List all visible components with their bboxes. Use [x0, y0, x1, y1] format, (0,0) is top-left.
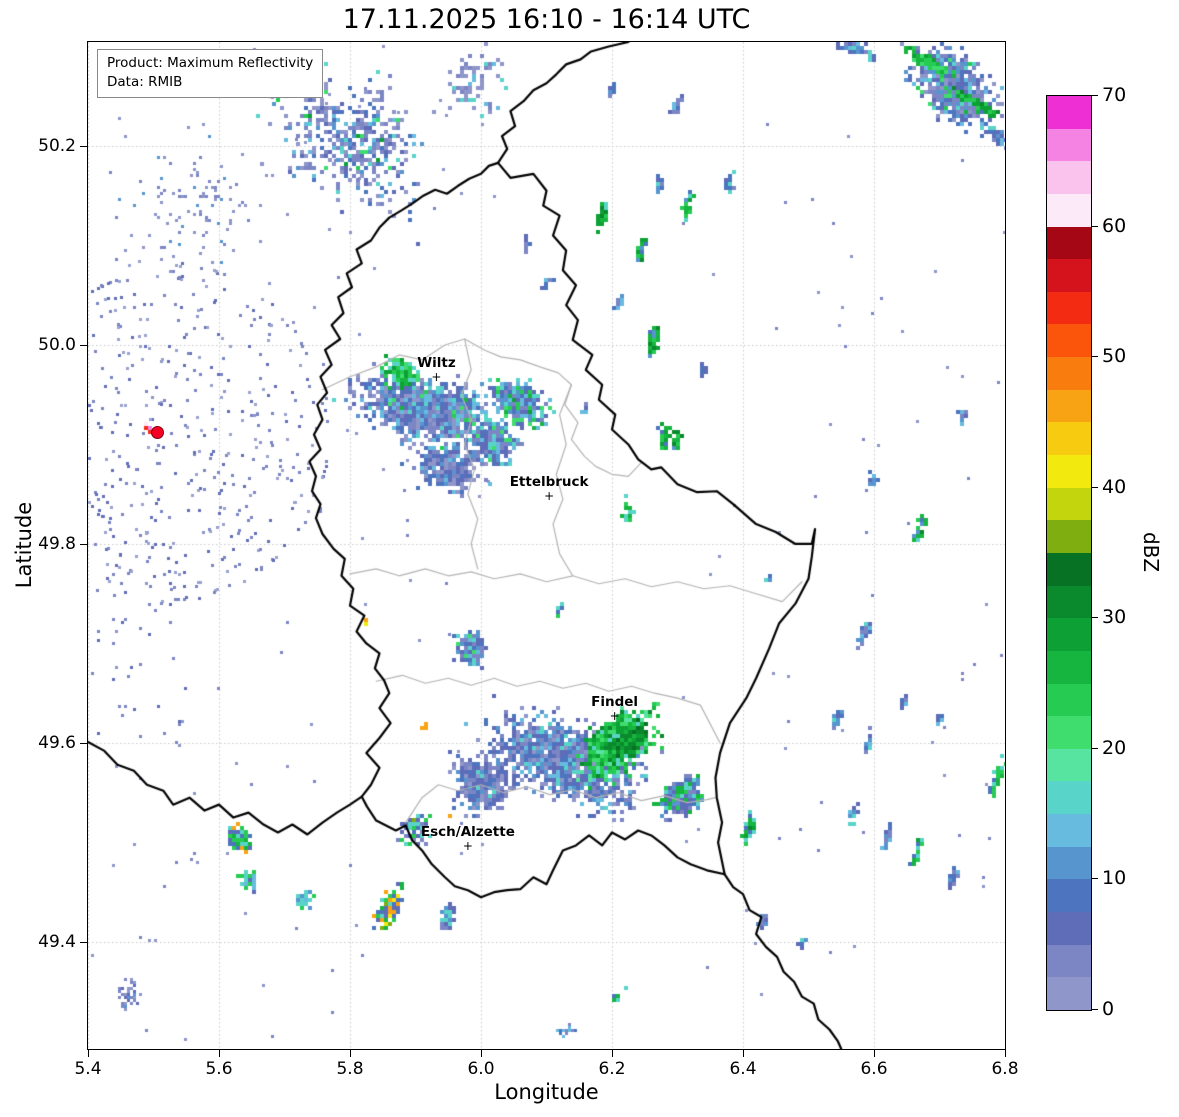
- city-plus-marker: +: [609, 709, 620, 724]
- colorbar-band: [1047, 357, 1091, 390]
- radar-reflectivity-canvas: [88, 42, 1005, 1049]
- x-tick-mark: [1005, 1050, 1006, 1057]
- colorbar-band: [1047, 716, 1091, 749]
- x-tick-label: 6.2: [598, 1059, 626, 1079]
- x-tick-mark: [350, 1050, 351, 1057]
- colorbar-band: [1047, 781, 1091, 815]
- y-tick-label: 50.0: [38, 335, 76, 355]
- map-plot-area: Product: Maximum Reflectivity Data: RMIB…: [87, 41, 1006, 1050]
- city-plus-marker: +: [462, 839, 473, 854]
- x-tick-mark: [612, 1050, 613, 1057]
- city-label: Esch/Alzette: [420, 824, 515, 841]
- city-label: Ettelbruck: [509, 474, 589, 491]
- colorbar-band: [1047, 944, 1091, 978]
- y-tick-mark: [80, 345, 87, 346]
- x-tick-label: 5.4: [74, 1059, 102, 1079]
- radar-site-marker: [150, 425, 164, 439]
- y-tick-mark: [80, 942, 87, 943]
- colorbar-tick-mark: [1092, 748, 1098, 749]
- colorbar-band: [1047, 650, 1091, 684]
- colorbar-tick-label: 60: [1102, 215, 1127, 237]
- x-tick-label: 6.4: [729, 1059, 757, 1079]
- colorbar-tick-mark: [1092, 356, 1098, 357]
- product-info-box: Product: Maximum Reflectivity Data: RMIB: [97, 49, 324, 98]
- colorbar-tick-label: 20: [1102, 737, 1127, 759]
- x-tick-mark: [481, 1050, 482, 1057]
- colorbar-band: [1047, 291, 1091, 325]
- colorbar-band: [1047, 226, 1091, 260]
- x-tick-mark: [743, 1050, 744, 1057]
- colorbar-band: [1047, 487, 1091, 521]
- y-tick-mark: [80, 544, 87, 545]
- colorbar-band: [1047, 259, 1091, 292]
- city-plus-marker: +: [544, 489, 555, 504]
- plot-title: 17.11.2025 16:10 - 16:14 UTC: [342, 4, 751, 35]
- colorbar-tick-mark: [1092, 487, 1098, 488]
- colorbar-tick-mark: [1092, 617, 1098, 618]
- colorbar-band: [1047, 324, 1091, 358]
- y-axis-label: Latitude: [12, 501, 36, 589]
- x-tick-label: 6.0: [467, 1059, 495, 1079]
- colorbar-tick-label: 70: [1102, 84, 1127, 106]
- colorbar-tick-label: 40: [1102, 476, 1127, 498]
- x-axis-label: Longitude: [494, 1080, 599, 1104]
- x-tick-label: 6.8: [991, 1059, 1019, 1079]
- colorbar-band: [1047, 552, 1091, 586]
- x-tick-label: 6.6: [860, 1059, 888, 1079]
- colorbar-band: [1047, 193, 1091, 227]
- colorbar-tick-mark: [1092, 878, 1098, 879]
- y-tick-label: 49.6: [38, 733, 76, 753]
- colorbar: [1046, 95, 1092, 1011]
- colorbar-band: [1047, 389, 1091, 423]
- colorbar-tick-label: 50: [1102, 345, 1127, 367]
- y-tick-label: 49.8: [38, 534, 76, 554]
- city-plus-marker: +: [431, 369, 442, 384]
- y-tick-mark: [80, 146, 87, 147]
- data-source-line: Data: RMIB: [107, 73, 183, 90]
- colorbar-band: [1047, 846, 1091, 880]
- product-line: Product: Maximum Reflectivity: [107, 55, 314, 71]
- colorbar-tick-label: 10: [1102, 867, 1127, 889]
- colorbar-band: [1047, 128, 1091, 162]
- colorbar-band: [1047, 96, 1091, 129]
- colorbar-band: [1047, 879, 1091, 913]
- x-tick-mark: [219, 1050, 220, 1057]
- colorbar-tick-label: 30: [1102, 606, 1127, 628]
- colorbar-tick-mark: [1092, 95, 1098, 96]
- x-tick-label: 5.8: [336, 1059, 364, 1079]
- colorbar-band: [1047, 814, 1091, 847]
- colorbar-band: [1047, 977, 1091, 1010]
- city-label: Findel: [591, 694, 639, 711]
- colorbar-band: [1047, 161, 1091, 194]
- colorbar-band: [1047, 455, 1091, 488]
- colorbar-band: [1047, 618, 1091, 651]
- colorbar-tick-label: 0: [1102, 998, 1115, 1020]
- colorbar-band: [1047, 748, 1091, 782]
- y-tick-label: 50.2: [38, 136, 76, 156]
- x-tick-label: 5.6: [205, 1059, 233, 1079]
- colorbar-band: [1047, 422, 1091, 456]
- colorbar-tick-mark: [1092, 1009, 1098, 1010]
- colorbar-band: [1047, 912, 1091, 945]
- colorbar-band: [1047, 520, 1091, 553]
- colorbar-tick-mark: [1092, 226, 1098, 227]
- x-tick-mark: [88, 1050, 89, 1057]
- colorbar-band: [1047, 585, 1091, 619]
- y-tick-mark: [80, 743, 87, 744]
- x-tick-mark: [874, 1050, 875, 1057]
- colorbar-band: [1047, 683, 1091, 717]
- colorbar-label: dBZ: [1139, 531, 1163, 573]
- y-tick-label: 49.4: [38, 932, 76, 952]
- city-label: Wiltz: [417, 354, 456, 371]
